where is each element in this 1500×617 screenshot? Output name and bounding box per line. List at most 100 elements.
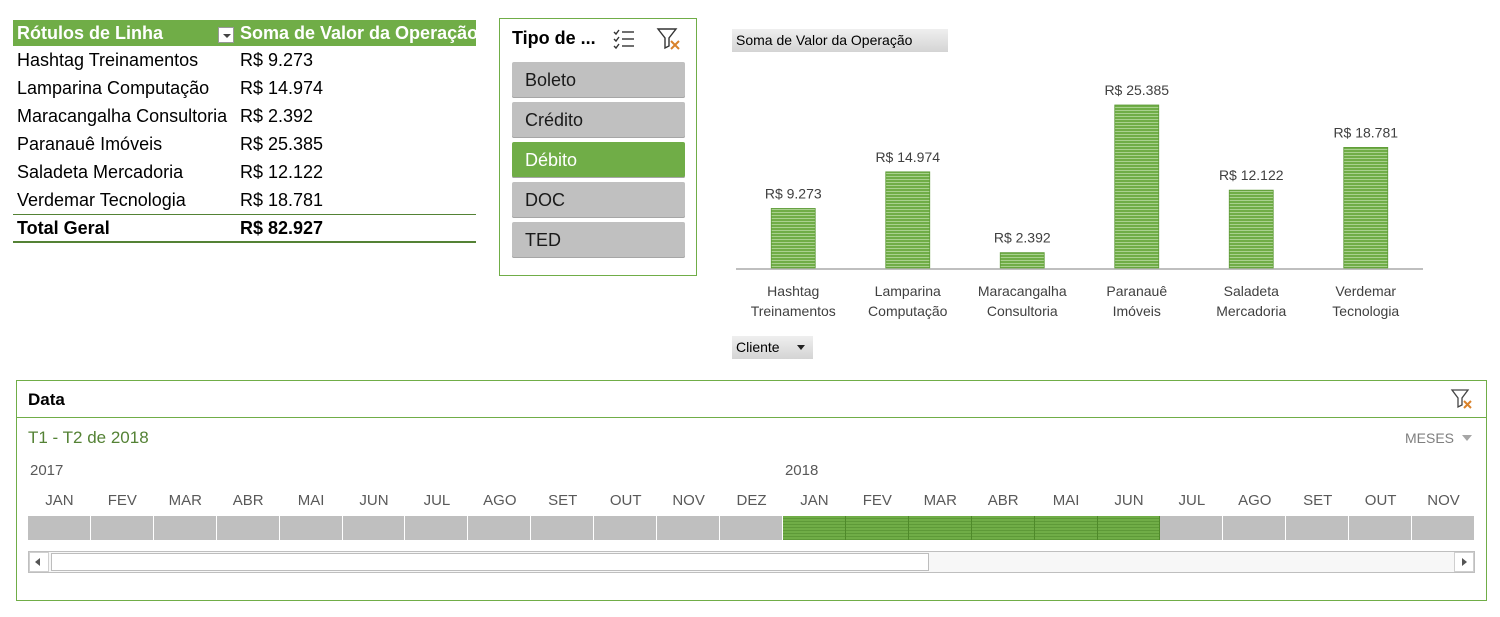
timeline-period[interactable] bbox=[1223, 516, 1287, 540]
total-value: R$ 82.927 bbox=[240, 217, 324, 238]
pivot-row[interactable]: Verdemar Tecnologia R$ 18.781 bbox=[13, 186, 476, 214]
data-label: R$ 25.385 bbox=[1104, 82, 1169, 98]
pivot-row[interactable]: Paranauê Imóveis R$ 25.385 bbox=[13, 130, 476, 158]
timeline-period[interactable] bbox=[657, 516, 721, 540]
clear-filter-icon[interactable] bbox=[656, 26, 682, 52]
scroll-left-button[interactable] bbox=[29, 552, 49, 572]
row-value: R$ 2.392 bbox=[240, 105, 314, 126]
pivot-chart: R$ 9.273 Hashtag Treinamentos R$ 14.974 Lamp… bbox=[736, 82, 1423, 319]
timeline-period[interactable] bbox=[405, 516, 469, 540]
axis-field-button[interactable]: Cliente bbox=[732, 336, 813, 359]
month-label: MAR bbox=[168, 492, 202, 509]
timeline-period[interactable] bbox=[153, 516, 217, 540]
timeline-period[interactable] bbox=[594, 516, 658, 540]
value-field-header[interactable]: Soma de Valor da Operação bbox=[240, 22, 476, 43]
slicer-item-ted[interactable]: TED bbox=[512, 222, 685, 258]
timeline-period[interactable] bbox=[342, 516, 406, 540]
pivot-header-row: Rótulos de Linha Soma de Valor da Operaç… bbox=[13, 20, 476, 46]
month-label: ABR bbox=[987, 492, 1019, 509]
scrollbar-thumb[interactable] bbox=[51, 553, 929, 571]
filter-dropdown-icon[interactable] bbox=[218, 26, 234, 43]
timeline-header: Data bbox=[17, 381, 1486, 418]
date-timeline: Data T1 - T2 de 2018 MESES JAN FEV MAR ABR M… bbox=[16, 380, 1487, 601]
pivot-row[interactable]: Maracangalha Consultoria R$ 2.392 bbox=[13, 102, 476, 130]
data-label: R$ 9.273 bbox=[765, 185, 822, 201]
multi-select-icon[interactable] bbox=[612, 28, 636, 50]
slicer-title: Tipo de ... bbox=[512, 28, 596, 48]
chart-bar[interactable] bbox=[885, 171, 931, 269]
pivot-rows: Hashtag Treinamentos R$ 9.273 Lamparina Co… bbox=[13, 46, 476, 214]
category-label: Consultoria bbox=[987, 303, 1058, 319]
timeline-period[interactable] bbox=[720, 516, 783, 540]
slicer-item-doc[interactable]: DOC bbox=[512, 182, 685, 218]
chevron-down-icon bbox=[797, 345, 805, 350]
timeline-period[interactable] bbox=[216, 516, 280, 540]
month-label: FEV bbox=[107, 492, 137, 509]
time-level-label: MESES bbox=[1404, 430, 1454, 446]
row-labels-header-text: Rótulos de Linha bbox=[17, 22, 163, 43]
month-label: MAI bbox=[1052, 492, 1080, 509]
timeline-period[interactable] bbox=[845, 516, 909, 540]
category-label: Maracangalha bbox=[978, 283, 1067, 299]
pivot-row[interactable]: Hashtag Treinamentos R$ 9.273 bbox=[13, 46, 476, 74]
timeline-period[interactable] bbox=[908, 516, 972, 540]
data-label: R$ 2.392 bbox=[994, 230, 1051, 246]
data-label: R$ 14.974 bbox=[875, 149, 940, 165]
timeline-period[interactable] bbox=[279, 516, 343, 540]
timeline-period[interactable] bbox=[1349, 516, 1413, 540]
time-level-selector[interactable]: MESES bbox=[1405, 430, 1472, 446]
month-label: JUN bbox=[359, 492, 389, 509]
month-label: AGO bbox=[483, 492, 517, 509]
row-value: R$ 18.781 bbox=[240, 189, 324, 210]
month-label: MAI bbox=[297, 492, 325, 509]
timeline-period[interactable] bbox=[1286, 516, 1350, 540]
category-label: Tecnologia bbox=[1332, 303, 1399, 319]
timeline-period[interactable] bbox=[971, 516, 1035, 540]
month-label: AGO bbox=[1238, 492, 1272, 509]
timeline-period[interactable] bbox=[90, 516, 154, 540]
month-label: OUT bbox=[609, 492, 642, 509]
clear-filter-icon[interactable] bbox=[1450, 387, 1474, 411]
pivot-total-row[interactable]: Total Geral R$ 82.927 bbox=[13, 214, 476, 243]
total-label: Total Geral bbox=[17, 217, 110, 238]
chart-bar[interactable] bbox=[1114, 104, 1160, 269]
chart-bar[interactable] bbox=[770, 208, 816, 269]
category-label: Paranauê bbox=[1106, 283, 1167, 299]
slicer-item-boleto[interactable]: Boleto bbox=[512, 62, 685, 98]
timeline-period[interactable] bbox=[1034, 516, 1098, 540]
chevron-down-icon bbox=[1462, 435, 1472, 441]
timeline-period[interactable] bbox=[1097, 516, 1161, 540]
row-label: Lamparina Computação bbox=[17, 77, 210, 98]
chart-bar[interactable] bbox=[1228, 189, 1274, 269]
month-label: SET bbox=[548, 492, 578, 509]
month-label: JUN bbox=[1114, 492, 1144, 509]
timeline-scrollbar[interactable] bbox=[28, 551, 1475, 573]
timeline-period[interactable] bbox=[531, 516, 595, 540]
timeline-period[interactable] bbox=[782, 516, 846, 540]
pivot-row[interactable]: Lamparina Computação R$ 14.974 bbox=[13, 74, 476, 102]
category-label: Imóveis bbox=[1113, 303, 1161, 319]
slicer-item-d-bito[interactable]: Débito bbox=[512, 142, 685, 178]
chart-bar[interactable] bbox=[1343, 147, 1389, 269]
row-labels-header[interactable]: Rótulos de Linha bbox=[13, 23, 236, 44]
month-label: JAN bbox=[800, 492, 829, 509]
axis-field-label: Cliente bbox=[736, 339, 780, 355]
category-label: Verdemar bbox=[1335, 283, 1396, 299]
data-label: R$ 18.781 bbox=[1333, 124, 1398, 140]
scroll-right-button[interactable] bbox=[1454, 552, 1474, 572]
timeline-period[interactable] bbox=[28, 516, 91, 540]
chart-bar[interactable] bbox=[999, 252, 1045, 269]
month-label: NOV bbox=[1427, 492, 1460, 509]
value-field-button[interactable]: Soma de Valor da Operação bbox=[732, 29, 948, 52]
timeline-period[interactable] bbox=[1412, 516, 1475, 540]
timeline-period[interactable] bbox=[468, 516, 532, 540]
category-label: Computação bbox=[868, 303, 948, 319]
month-label: MAR bbox=[923, 492, 957, 509]
month-label: DEZ bbox=[736, 492, 767, 509]
category-label: Treinamentos bbox=[751, 303, 836, 319]
pivot-row[interactable]: Saladeta Mercadoria R$ 12.122 bbox=[13, 158, 476, 186]
row-value: R$ 9.273 bbox=[240, 49, 314, 70]
timeline-period[interactable] bbox=[1160, 516, 1224, 540]
slicer-item-cr-dito[interactable]: Crédito bbox=[512, 102, 685, 138]
timeline-range-label: T1 - T2 de 2018 bbox=[28, 428, 149, 447]
